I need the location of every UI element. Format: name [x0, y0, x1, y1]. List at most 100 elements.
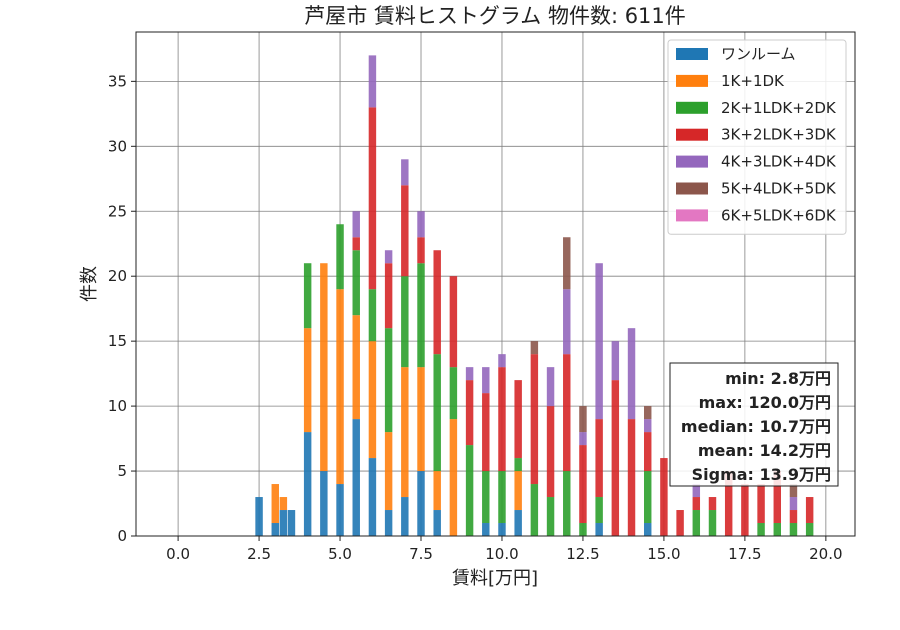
histogram-bar	[789, 484, 798, 498]
histogram-bar	[417, 237, 425, 264]
histogram-bar	[514, 471, 522, 511]
histogram-bar	[465, 367, 474, 381]
legend-swatch	[676, 182, 708, 195]
stats-line: mean: 14.2万円	[698, 441, 831, 460]
histogram-bar	[401, 159, 409, 186]
histogram-bar	[595, 263, 603, 420]
x-tick-label: 10.0	[485, 545, 518, 563]
legend-swatch	[676, 101, 708, 114]
histogram-bar	[368, 107, 377, 290]
legend: ワンルーム 1K+1DK 2K+1LDK+2DK 3K+2LDK+3DK 4K+3LDK…	[667, 39, 847, 235]
histogram-bar	[530, 354, 539, 485]
histogram-bar	[352, 250, 360, 316]
histogram-bar	[546, 406, 555, 498]
x-axis-title: 賃料[万円]	[452, 568, 538, 589]
legend-swatch	[676, 48, 708, 60]
histogram-bar	[320, 471, 328, 536]
histogram-bar	[449, 419, 458, 536]
legend-label: 1K+1DK	[721, 72, 785, 90]
x-tick-label: 2.5	[247, 545, 271, 563]
histogram-bar	[271, 484, 279, 524]
histogram-bar	[805, 497, 814, 524]
x-tick-label: 17.5	[728, 545, 761, 563]
histogram-bar	[644, 419, 652, 433]
x-tick-label: 7.5	[409, 545, 433, 563]
histogram-bar	[579, 406, 587, 433]
stats-line: max: 120.0万円	[699, 393, 831, 412]
histogram-bar	[579, 432, 587, 446]
x-tick-label: 0.0	[166, 545, 190, 563]
histogram-bar	[482, 523, 490, 536]
stats-line: median: 10.7万円	[681, 417, 831, 436]
histogram-bar	[498, 367, 506, 472]
histogram-bar	[708, 510, 717, 536]
histogram-bar	[579, 445, 587, 524]
histogram-bar	[773, 471, 781, 524]
histogram-bar	[368, 341, 377, 459]
legend-label: 4K+3LDK+4DK	[721, 153, 837, 171]
y-tick-label: 10	[108, 397, 127, 415]
histogram-bar	[384, 328, 393, 433]
histogram-bar	[563, 354, 571, 472]
legend-swatch	[676, 128, 708, 141]
histogram-bar	[384, 510, 393, 536]
histogram-bar	[514, 510, 522, 536]
histogram-bar	[627, 419, 636, 536]
histogram-bar	[644, 406, 652, 420]
histogram-bar	[352, 419, 360, 536]
histogram-bar	[401, 367, 409, 498]
histogram-bar	[417, 263, 425, 368]
histogram-bar	[789, 510, 798, 524]
y-axis-title: 件数	[79, 266, 100, 302]
histogram-bar	[741, 484, 749, 536]
histogram-bar	[530, 341, 539, 355]
histogram-bar	[660, 458, 668, 536]
histogram-bar	[482, 393, 490, 472]
stats-box: min: 2.8万円 max: 120.0万円 median: 10.7万円 mean…	[669, 362, 839, 487]
histogram-bar	[595, 419, 603, 498]
histogram-bar	[279, 497, 288, 511]
histogram-bar	[401, 276, 409, 368]
histogram-bar	[482, 367, 490, 394]
histogram-bar	[368, 55, 377, 108]
y-tick-label: 30	[108, 137, 127, 155]
histogram-bar	[433, 354, 441, 472]
histogram-bar	[498, 523, 506, 536]
histogram-bar	[336, 289, 344, 485]
histogram-bar	[773, 523, 781, 536]
histogram-bar	[692, 484, 701, 498]
legend-label: 5K+4LDK+5DK	[721, 180, 837, 198]
histogram-bar	[692, 497, 701, 511]
stats-box-frame	[669, 362, 839, 487]
y-tick-label: 0	[117, 527, 127, 545]
histogram-bar	[724, 471, 733, 536]
histogram-bar	[384, 250, 393, 264]
plot-frame	[135, 31, 856, 537]
histogram-bar	[303, 263, 312, 329]
histogram-bar	[627, 328, 636, 420]
histogram-bar	[433, 510, 441, 536]
histogram-bar	[465, 445, 474, 536]
stats-line: Sigma: 13.9万円	[692, 465, 831, 484]
histogram-bar	[514, 458, 522, 472]
x-tick-label: 20.0	[809, 545, 842, 563]
histogram-bar	[514, 380, 522, 459]
histogram-bar	[595, 523, 603, 536]
histogram-bar	[563, 237, 571, 290]
histogram-bar	[611, 341, 620, 381]
chart-title: 芦屋市 賃料ヒストグラム 物件数: 611件	[304, 4, 686, 28]
histogram-bar	[757, 484, 765, 524]
histogram-bar	[384, 432, 393, 511]
histogram-bar	[708, 497, 717, 511]
histogram-bar	[644, 432, 652, 472]
y-tick-label: 25	[108, 202, 127, 220]
histogram-bar	[498, 354, 506, 368]
y-tick-label: 35	[108, 72, 127, 90]
legend-swatch	[676, 209, 708, 222]
histogram-bar	[692, 510, 701, 536]
histogram-bar	[676, 510, 684, 536]
histogram-bar	[805, 523, 814, 536]
histogram-bar	[433, 471, 441, 511]
